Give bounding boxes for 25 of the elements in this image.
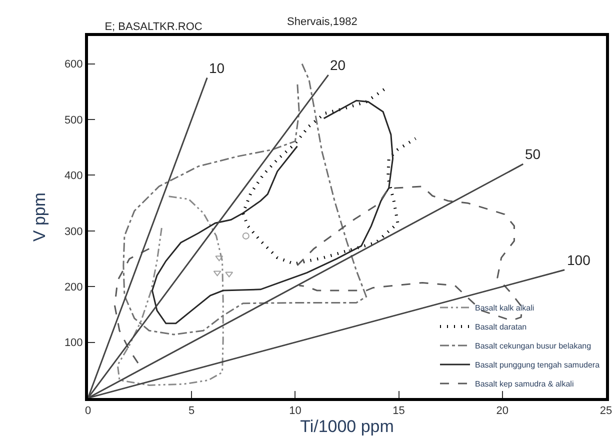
series-label: 100 [567, 252, 591, 268]
text: Shervais,1982 [287, 16, 358, 28]
legend-label: Basalt kep samudra & alkali [475, 380, 574, 389]
x-tick-label: 5 [188, 405, 195, 418]
x-tick-label: 15 [392, 405, 405, 418]
x-axis-title: Ti/1000 ppm [300, 417, 394, 436]
x-tick-label: 0 [84, 405, 92, 418]
legend-label: Basalt punggung tengah samudera [475, 360, 600, 370]
legend-label: Basalt kalk alkali [475, 304, 534, 313]
x-tick-label: 25 [600, 405, 612, 418]
x-tick-label: 10 [289, 405, 302, 418]
legend-label: Basalt daratan [475, 322, 527, 332]
series-label: 10 [209, 60, 225, 76]
y-tick-label: 200 [64, 281, 83, 294]
x-tick-label: 20 [496, 405, 509, 418]
y-tick-label: 600 [64, 58, 83, 71]
y-tick-label: 300 [64, 226, 83, 238]
series-label: 20 [330, 57, 346, 73]
y-tick-label: 100 [64, 337, 83, 350]
series-label: 50 [525, 146, 541, 162]
chart-title: E; BASALTKR.ROC [104, 21, 202, 33]
y-tick-label: 500 [64, 114, 83, 126]
y-axis-title: V ppm [30, 192, 49, 242]
legend-label: Basalt cekungan busur belakang [475, 342, 592, 351]
y-tick-label: 400 [64, 170, 83, 182]
